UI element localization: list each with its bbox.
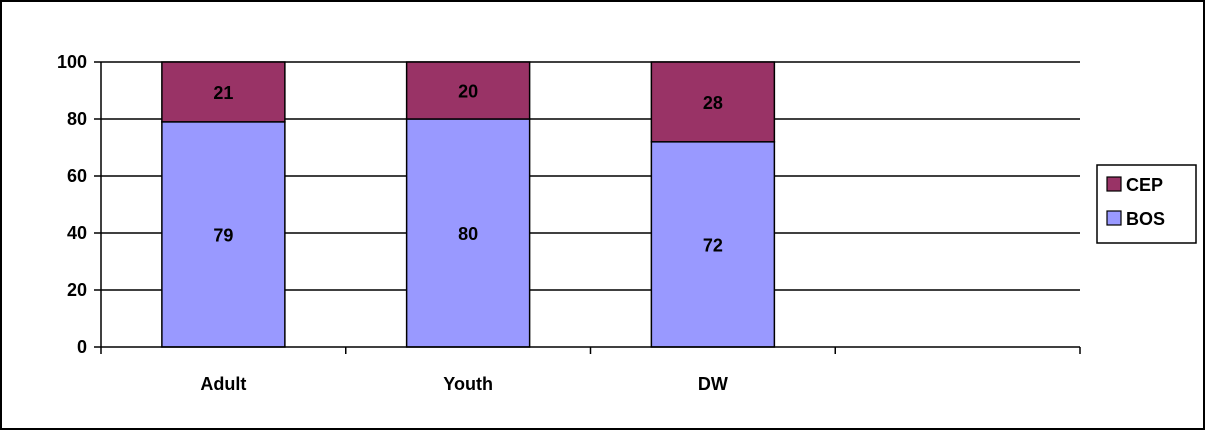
data-label: 79 [213, 225, 233, 245]
data-label: 21 [213, 83, 233, 103]
x-tick-label: Youth [443, 374, 493, 394]
bar-cep [405, 61, 531, 120]
legend-label-cep: CEP [1126, 175, 1163, 195]
legend-swatch-bos [1106, 210, 1122, 226]
y-tick-label: 0 [77, 337, 87, 357]
y-tick-label: 20 [67, 280, 87, 300]
legend: CEP BOS [1096, 164, 1197, 244]
bars: 79 21 80 20 72 28 [161, 61, 776, 348]
legend-swatch-cep [1106, 176, 1122, 192]
x-tick-label: Adult [200, 374, 246, 394]
bar-cep [650, 61, 776, 143]
y-tick-label: 100 [57, 52, 87, 72]
y-tick-label: 40 [67, 223, 87, 243]
data-label: 72 [703, 235, 723, 255]
axes: 0 20 40 60 80 100 Adult Youth DW [57, 52, 1081, 394]
bar-cep [161, 61, 286, 123]
x-tick-label: DW [698, 374, 728, 394]
data-label: 28 [703, 93, 723, 113]
y-tick-label: 60 [67, 166, 87, 186]
data-label: 20 [458, 82, 478, 102]
y-tick-label: 80 [67, 109, 87, 129]
legend-label-bos: BOS [1126, 209, 1165, 229]
data-label: 80 [458, 224, 478, 244]
